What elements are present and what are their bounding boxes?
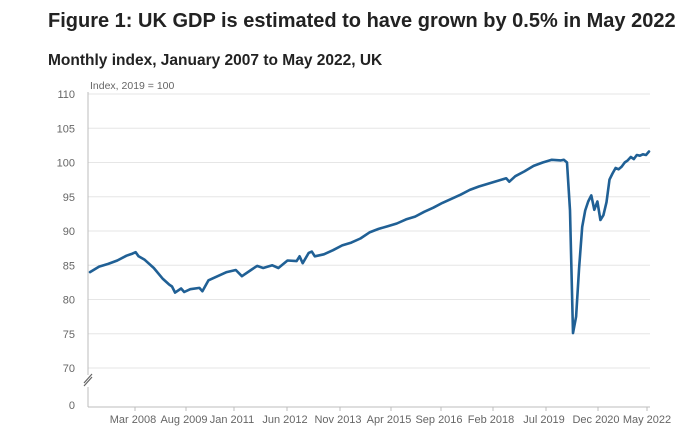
y-tick-label: 70: [63, 363, 75, 375]
x-tick-labels: Mar 2008 Aug 2009 Jan 2011 Jun 2012 Nov 2013…: [110, 407, 671, 426]
y-tick-label: 90: [63, 226, 75, 238]
figure-title: Figure 1: UK GDP is estimated to have gr…: [48, 10, 676, 32]
y-tick-label: 75: [63, 329, 75, 341]
y-tick-label: 110: [57, 89, 75, 101]
axes: [82, 92, 650, 408]
y-tick-labels: 110 105 100 95 90 85 80 75 70 0: [57, 89, 75, 412]
x-tick-label: May 2022: [623, 414, 671, 426]
gridlines: [88, 93, 650, 369]
x-tick-label: Sep 2016: [415, 414, 462, 426]
axis-break-icon: [82, 373, 94, 387]
series-lines: [88, 150, 651, 335]
x-tick-label: Jul 2019: [523, 414, 565, 426]
series-line: [88, 150, 651, 335]
x-tick-label: Dec 2020: [572, 414, 619, 426]
x-tick-label: Mar 2008: [110, 414, 156, 426]
x-tick-label: Aug 2009: [160, 414, 207, 426]
y-tick-label: 0: [69, 400, 75, 412]
y-tick-label: 95: [63, 192, 75, 204]
x-tick-label: Jun 2012: [262, 414, 307, 426]
chart-subtitle: Monthly index, January 2007 to May 2022,…: [48, 52, 383, 69]
x-tick-label: Jan 2011: [210, 414, 254, 426]
x-tick-label: Apr 2015: [367, 414, 412, 426]
y-tick-label: 105: [57, 123, 75, 135]
y-tick-label: 100: [57, 158, 75, 170]
x-tick-label: Nov 2013: [314, 414, 361, 426]
y-tick-label: 85: [63, 260, 75, 272]
y-tick-label: 80: [63, 295, 75, 307]
y-axis-unit-label: Index, 2019 = 100: [90, 80, 175, 92]
x-tick-label: Feb 2018: [468, 414, 514, 426]
